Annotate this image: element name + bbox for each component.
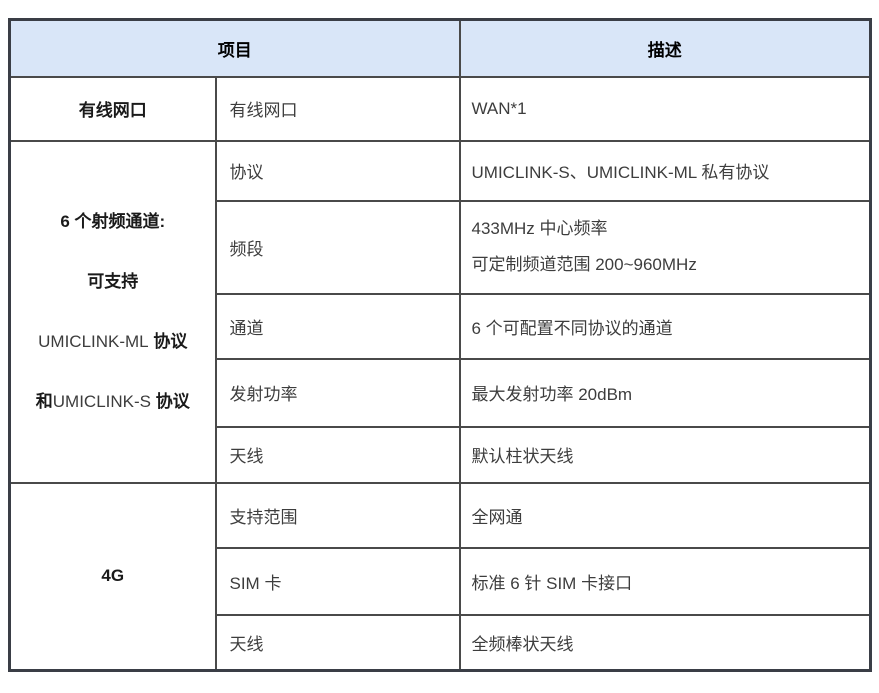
rf-group-line3-bold: 协议 <box>148 332 188 351</box>
table-row: 频段 433MHz 中心频率 可定制频道范围 200~960MHz <box>10 199 872 295</box>
cell-desc-range: 全网通 <box>458 481 872 549</box>
rf-group-line1: 6 个射频通道: <box>60 212 166 231</box>
table-row: 4G 支持范围 全网通 <box>8 481 872 672</box>
cell-item-power: 发射功率 <box>214 357 461 428</box>
table-row: 天线 全频棒状天线 <box>10 613 872 672</box>
cell-item-range: 支持范围 <box>214 481 461 549</box>
header-description: 描述 <box>458 18 872 78</box>
cell-desc-band: 433MHz 中心频率 可定制频道范围 200~960MHz <box>458 199 872 295</box>
cell-desc-wired: WAN*1 <box>458 75 872 142</box>
cell-item-wired: 有线网口 <box>214 75 461 142</box>
table-row: 6 个射频通道: 可支持 UMICLINK-ML 协议 和UMICLINK-S … <box>8 139 872 484</box>
table-row: SIM 卡 标准 6 针 SIM 卡接口 <box>10 546 872 616</box>
band-desc-line1: 433MHz 中心频率 <box>471 219 608 238</box>
cell-desc-power: 最大发射功率 20dBm <box>458 357 872 428</box>
cell-item-sim: SIM 卡 <box>214 546 461 616</box>
cell-group-wired: 有线网口 <box>8 75 217 142</box>
table-row: 有线网口 有线网口 WAN*1 <box>8 75 872 142</box>
cell-desc-protocol: UMICLINK-S、UMICLINK-ML 私有协议 <box>458 139 872 202</box>
band-desc-line2: 可定制频道范围 200~960MHz <box>471 255 697 274</box>
rf-group-line3: UMICLINK-ML 协议 <box>38 330 187 353</box>
cell-item-protocol: 协议 <box>214 139 461 202</box>
cell-item-rf-antenna: 天线 <box>214 425 461 484</box>
cell-desc-channel: 6 个可配置不同协议的通道 <box>458 292 872 360</box>
table-header-row: 项目 描述 <box>8 18 872 78</box>
header-item: 项目 <box>8 18 461 78</box>
cell-desc-4g-antenna: 全频棒状天线 <box>458 613 872 672</box>
table-row: 天线 默认柱状天线 <box>10 425 872 484</box>
cell-desc-sim: 标准 6 针 SIM 卡接口 <box>458 546 872 616</box>
cell-item-channel: 通道 <box>214 292 461 360</box>
cell-item-4g-antenna: 天线 <box>214 613 461 672</box>
spec-table: 项目 描述 有线网口 有线网口 WAN*1 6 个射频通道: 可支持 UMICL… <box>8 18 872 672</box>
rf-group-line4-regular: UMICLINK-S <box>52 392 151 411</box>
table-row: 通道 6 个可配置不同协议的通道 <box>10 292 872 360</box>
rf-group-line4-bold: 协议 <box>151 392 190 411</box>
rf-group-text: 6 个射频通道: 可支持 UMICLINK-ML 协议 和UMICLINK-S … <box>11 210 215 413</box>
cell-desc-rf-antenna: 默认柱状天线 <box>458 425 872 484</box>
cell-group-4g: 4G <box>8 481 217 672</box>
cell-item-band: 频段 <box>214 199 461 295</box>
rf-group-line4: 和UMICLINK-S 协议 <box>36 390 190 413</box>
rf-group-line4-bold-prefix: 和 <box>35 392 53 411</box>
cell-group-rf-channels: 6 个射频通道: 可支持 UMICLINK-ML 协议 和UMICLINK-S … <box>8 139 217 484</box>
table-row: 发射功率 最大发射功率 20dBm <box>10 357 872 428</box>
page: 项目 描述 有线网口 有线网口 WAN*1 6 个射频通道: 可支持 UMICL… <box>8 18 872 672</box>
rf-group-line3-regular: UMICLINK-ML <box>38 332 149 351</box>
rf-group-line2: 可支持 <box>87 272 139 291</box>
